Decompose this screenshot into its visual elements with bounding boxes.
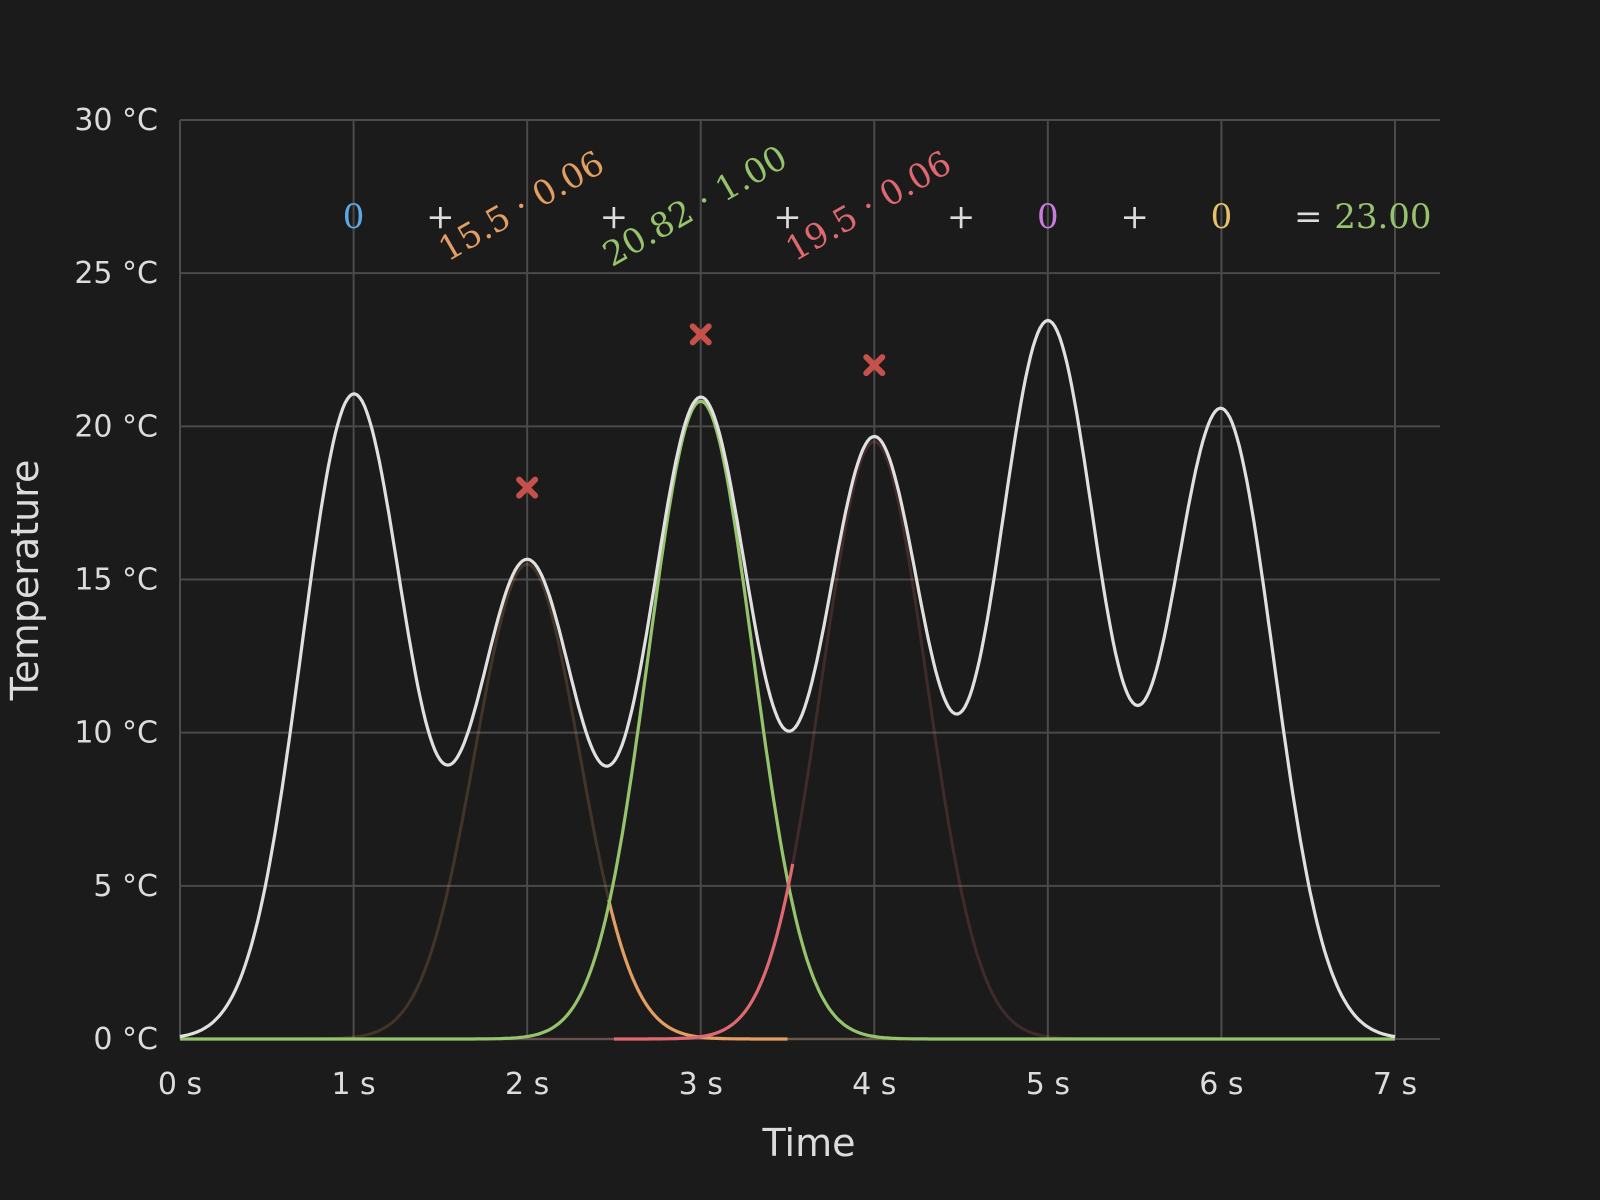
y-tick-label: 25 °C <box>74 256 158 291</box>
y-tick-label: 15 °C <box>74 563 158 598</box>
y-tick-label: 10 °C <box>74 716 158 751</box>
marker-stroke <box>863 354 886 377</box>
formula-term-1s: 0 <box>343 197 365 237</box>
formula-term-4s: 19.5 · 0.06 <box>779 143 958 270</box>
grid <box>179 119 1440 1040</box>
sample-markers <box>516 323 886 499</box>
formula-term-6s: 0 <box>1211 197 1233 237</box>
formula-equals-operator: = <box>1294 197 1323 237</box>
marker-stroke <box>516 476 539 499</box>
marker-x-4s <box>863 354 886 377</box>
x-tick-label: 7 s <box>1373 1067 1417 1102</box>
marker-x-3s <box>689 323 712 346</box>
series-lines <box>179 318 1396 1041</box>
x-tick-label: 2 s <box>505 1067 549 1102</box>
x-axis-title: Time <box>762 1121 856 1165</box>
formula-plus-operator: + <box>426 197 455 237</box>
x-tick-label: 4 s <box>852 1067 896 1102</box>
formula-plus-operator: + <box>1120 197 1149 237</box>
y-tick-label: 5 °C <box>93 869 158 904</box>
kernel-faded-3s <box>180 399 1395 1041</box>
kernel-curve-3s <box>180 399 1395 1041</box>
smoothed-sum-line <box>179 318 1396 1039</box>
faded-kernels <box>180 399 1395 1041</box>
formula-plus-operator: + <box>600 197 629 237</box>
formula-result: 23.00 <box>1334 197 1431 237</box>
formula-term-2s: 15.5 · 0.06 <box>432 143 611 270</box>
x-tick-labels: 0 s 1 s 2 s 3 s 4 s 5 s 6 s 7 s <box>158 1067 1417 1102</box>
y-tick-labels: 0 °C 5 °C 10 °C 15 °C 20 °C 25 °C 30 °C <box>74 103 158 1057</box>
kernel-faded-4s <box>180 440 1395 1041</box>
x-tick-label: 1 s <box>331 1067 375 1102</box>
kernel-curve-4s <box>613 863 795 1041</box>
x-tick-label: 0 s <box>158 1067 202 1102</box>
y-tick-label: 20 °C <box>74 409 158 444</box>
kernel-curve-2s <box>607 899 788 1041</box>
y-tick-label: 30 °C <box>74 103 158 138</box>
x-tick-label: 3 s <box>679 1067 723 1102</box>
formula-plus-operator: + <box>947 197 976 237</box>
y-tick-label: 0 °C <box>93 1022 158 1057</box>
x-tick-label: 6 s <box>1199 1067 1243 1102</box>
formula-plus-operator: + <box>773 197 802 237</box>
x-tick-label: 5 s <box>1026 1067 1070 1102</box>
marker-x-2s <box>516 476 539 499</box>
weighted-sum-formula: 0 +15.5 · 0.06+20.82 · 1.00+19.5 · 0.06+ 0… <box>343 138 1432 275</box>
marker-stroke <box>689 323 712 346</box>
y-axis-title: Temperature <box>3 460 47 702</box>
kernel-faded-2s <box>180 562 1395 1041</box>
formula-term-5s: 0 <box>1037 197 1059 237</box>
